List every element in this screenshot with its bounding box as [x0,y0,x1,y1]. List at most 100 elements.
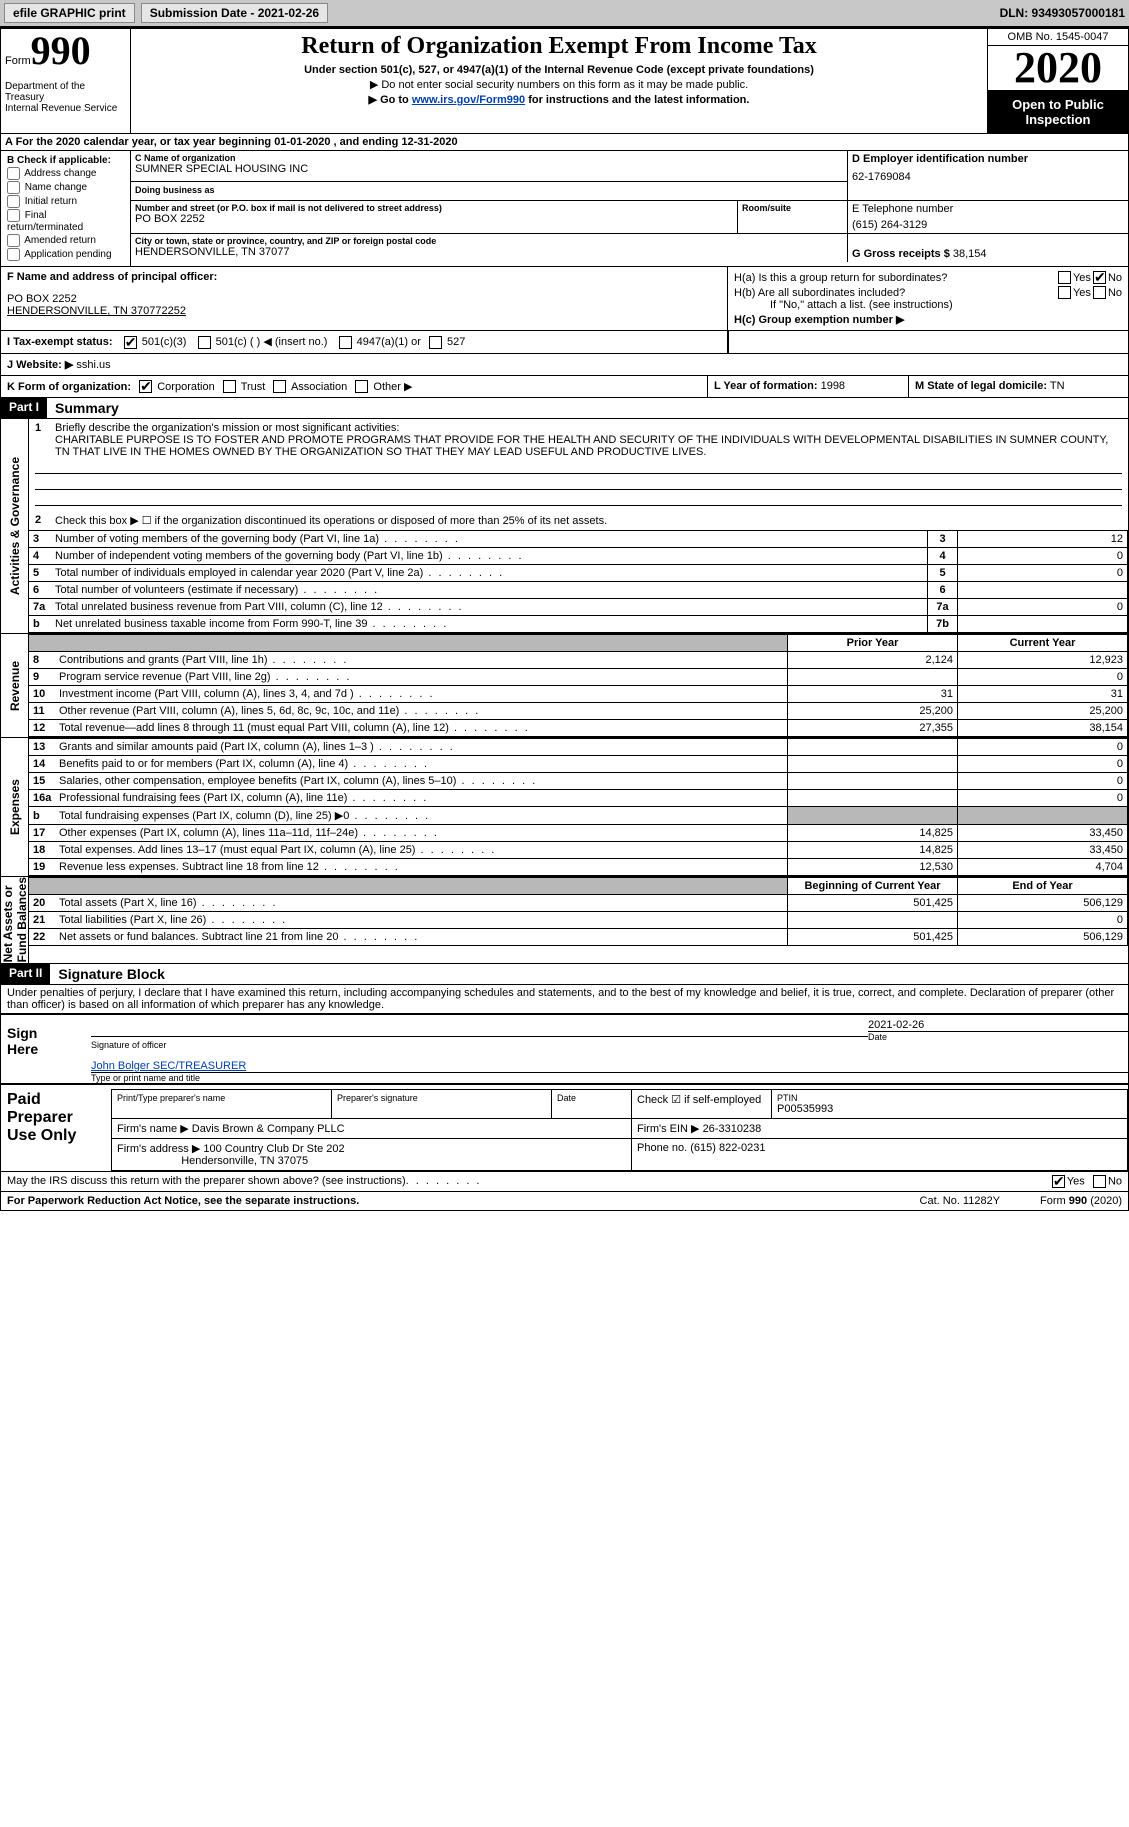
discuss-no[interactable] [1093,1175,1106,1188]
m-label: M State of legal domicile: [915,380,1047,392]
j-label: J Website: ▶ [7,359,73,371]
q1-label: Briefly describe the organization's miss… [55,422,399,434]
box-f: F Name and address of principal officer:… [1,267,728,330]
ps-lab: Preparer's signature [337,1093,546,1103]
addr-label: Number and street (or P.O. box if mail i… [135,203,733,213]
hb-label: H(b) Are all subordinates included? [734,287,1056,299]
gross-value: 38,154 [953,248,987,260]
ptin-lab: PTIN [777,1093,1122,1103]
part2-title: Signature Block [50,964,173,984]
ha-yes-check[interactable] [1058,271,1071,284]
firm-ein-lab: Firm's EIN ▶ [637,1123,700,1135]
i-527-check[interactable] [429,336,442,349]
pphone-val: (615) 822-0231 [690,1142,765,1154]
box-b-item[interactable]: Amended return [7,234,124,247]
dots [406,1175,482,1187]
note2-post: for instructions and the latest informat… [525,94,749,106]
ptin-val: P00535993 [777,1103,833,1115]
cell-city: City or town, state or province, country… [131,234,848,262]
firm-addr-lab: Firm's address ▶ [117,1143,200,1155]
phone-label: E Telephone number [852,203,1124,215]
row-addr: Number and street (or P.O. box if mail i… [131,201,1128,234]
q2: 2Check this box ▶ ☐ if the organization … [29,511,1128,530]
i-501c-check[interactable] [198,336,211,349]
org-name: SUMNER SPECIAL HOUSING INC [135,163,843,175]
box-b-item[interactable]: Final return/terminated [7,209,124,233]
officer-cap: Type or print name and title [91,1072,1128,1083]
form-page: Form990 Department of the Treasury Inter… [0,28,1129,1211]
no-label: No [1108,272,1122,284]
ein-label: D Employer identification number [852,153,1124,165]
efile-button[interactable]: efile GRAPHIC print [4,3,135,23]
open-inspection: Open to Public Inspection [988,91,1128,133]
box-b-item[interactable]: Name change [7,181,124,194]
k-other-check[interactable] [355,380,368,393]
yes-label: Yes [1073,272,1091,284]
box-l: L Year of formation: 1998 [708,376,908,398]
irs-link[interactable]: www.irs.gov/Form990 [412,94,525,106]
ein-value: 62-1769084 [852,171,1124,183]
gov-body: 1Briefly describe the organization's mis… [29,419,1128,633]
f-line2: HENDERSONVILLE, TN 370772252 [7,305,721,317]
hb-yes-check[interactable] [1058,286,1071,299]
discuss-yes[interactable] [1052,1175,1065,1188]
j-value: sshi.us [73,359,110,371]
room-label: Room/suite [742,203,843,213]
gov-table: 3Number of voting members of the governi… [29,530,1128,633]
box-b-heading: B Check if applicable: [7,155,124,166]
cell-phone: E Telephone number (615) 264-3129 [848,201,1128,233]
box-b-item[interactable]: Initial return [7,195,124,208]
part1-title: Summary [47,398,127,418]
i-opt-501c3: 501(c)(3) [142,336,187,348]
l-value: 1998 [821,380,845,392]
ha-label: H(a) Is this a group return for subordin… [734,272,1056,284]
form-990: 990 [31,28,91,73]
part1-badge: Part I [1,398,47,418]
cell-org-name: C Name of organization SUMNER SPECIAL HO… [131,151,848,200]
discuss-text: May the IRS discuss this return with the… [7,1175,406,1187]
dept-label: Department of the Treasury Internal Reve… [5,81,126,114]
i-501c3-check[interactable] [124,336,137,349]
form-subtitle: Under section 501(c), 527, or 4947(a)(1)… [137,64,981,76]
vlabel-net: Net Assets or Fund Balances [1,877,29,962]
no-label2: No [1108,287,1122,299]
box-b-item[interactable]: Application pending [7,248,124,261]
part1-header: Part I Summary [1,397,1128,419]
vlabel-rev: Revenue [1,634,29,737]
ha-no-check[interactable] [1093,271,1106,284]
boxes-bc-row: B Check if applicable: Address change Na… [1,151,1128,266]
hb-no-check[interactable] [1093,286,1106,299]
form-header: Form990 Department of the Treasury Inter… [1,29,1128,133]
officer-name[interactable]: John Bolger SEC/TREASURER [91,1060,246,1072]
q1-text: CHARITABLE PURPOSE IS TO FOSTER AND PROM… [55,434,1122,458]
i-opt-501c: 501(c) ( ) ◀ (insert no.) [216,336,328,348]
k-other: Other ▶ [373,381,412,393]
note-link: ▶ Go to www.irs.gov/Form990 for instruct… [137,93,981,106]
vlabel-gov: Activities & Governance [1,419,29,633]
row-city: City or town, state or province, country… [131,234,1128,262]
l-label: L Year of formation: [714,380,818,392]
pdate-lab: Date [557,1093,626,1103]
box-m: M State of legal domicile: TN [908,376,1128,398]
hb-note: If "No," attach a list. (see instruction… [770,299,1122,311]
officer-sig-line: Signature of officer [91,1019,868,1037]
box-i: I Tax-exempt status: 501(c)(3) 501(c) ( … [1,331,728,353]
k-trust-check[interactable] [223,380,236,393]
pra-notice: For Paperwork Reduction Act Notice, see … [7,1195,359,1207]
dln-label: DLN: 93493057000181 [1000,6,1125,20]
box-c-through-g: C Name of organization SUMNER SPECIAL HO… [131,151,1128,266]
form-number: Form990 [5,31,126,71]
submission-date: Submission Date - 2021-02-26 [141,3,328,23]
k-label: K Form of organization: [7,381,131,393]
i-4947-check[interactable] [339,336,352,349]
net-table: Beginning of Current YearEnd of Year20To… [29,877,1128,946]
pt-lab: Print/Type preparer's name [117,1093,326,1103]
k-assoc-check[interactable] [273,380,286,393]
page-footer: For Paperwork Reduction Act Notice, see … [1,1191,1128,1210]
firm-name-lab: Firm's name ▶ [117,1123,189,1135]
k-corp-check[interactable] [139,380,152,393]
box-b-item[interactable]: Address change [7,167,124,180]
addr-value: PO BOX 2252 [135,213,733,225]
firm-addr1: 100 Country Club Dr Ste 202 [203,1143,344,1155]
city-label: City or town, state or province, country… [135,236,843,246]
